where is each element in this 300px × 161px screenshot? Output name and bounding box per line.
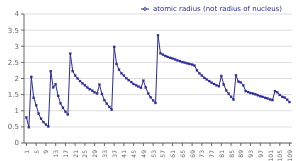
svg-text:37: 37	[111, 150, 118, 158]
svg-text:45: 45	[130, 150, 137, 158]
svg-text:81: 81	[218, 150, 225, 158]
svg-text:57: 57	[159, 150, 166, 158]
svg-text:3.5: 3.5	[8, 27, 19, 35]
svg-text:2: 2	[15, 75, 19, 83]
svg-text:0.5: 0.5	[8, 123, 19, 131]
svg-text:105: 105	[276, 150, 283, 161]
svg-text:4: 4	[15, 10, 20, 18]
svg-text:9: 9	[42, 150, 49, 154]
svg-text:77: 77	[208, 150, 215, 158]
svg-text:2.5: 2.5	[8, 59, 19, 67]
svg-text:65: 65	[179, 150, 186, 158]
svg-text:93: 93	[247, 150, 254, 158]
svg-text:69: 69	[189, 150, 196, 158]
svg-text:33: 33	[101, 150, 108, 158]
svg-text:21: 21	[72, 150, 79, 158]
svg-text:25: 25	[81, 150, 88, 158]
svg-text:1.5: 1.5	[8, 91, 19, 99]
svg-text:17: 17	[62, 150, 69, 158]
svg-text:85: 85	[228, 150, 235, 158]
svg-text:29: 29	[91, 150, 98, 158]
svg-text:1: 1	[15, 107, 19, 115]
svg-text:97: 97	[257, 150, 264, 158]
svg-text:13: 13	[52, 150, 59, 158]
svg-text:49: 49	[140, 150, 147, 158]
svg-text:101: 101	[267, 150, 274, 161]
svg-text:41: 41	[120, 150, 127, 158]
svg-text:89: 89	[237, 150, 244, 158]
svg-text:53: 53	[150, 150, 157, 158]
svg-text:5: 5	[33, 150, 40, 154]
svg-text:109: 109	[286, 150, 292, 161]
svg-text:0: 0	[15, 139, 19, 147]
svg-text:3: 3	[15, 43, 19, 51]
html-text:atomic radius (not radius of n: atomic radius (not radius of nucleus)	[152, 5, 282, 13]
svg-text:1: 1	[23, 150, 30, 154]
svg-text:61: 61	[169, 150, 176, 158]
svg-text:73: 73	[198, 150, 205, 158]
